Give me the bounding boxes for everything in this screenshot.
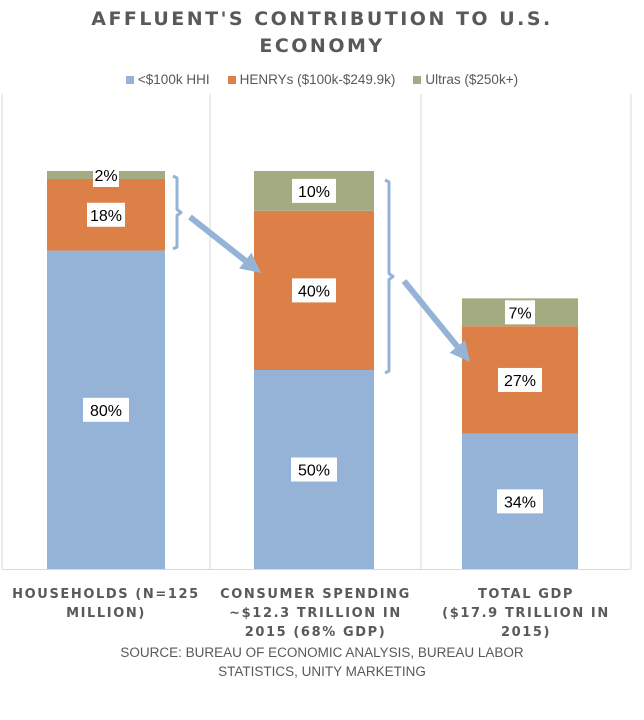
data-label: 80% xyxy=(90,403,122,420)
legend-swatch xyxy=(227,75,236,84)
legend-label: HENRYs ($100k-$249.9k) xyxy=(239,72,396,87)
data-label: 27% xyxy=(504,373,536,390)
data-label-box xyxy=(291,457,337,482)
data-label-box xyxy=(498,367,542,392)
arrow-spending-to-gdp-head xyxy=(449,340,470,362)
data-label: 18% xyxy=(90,208,122,225)
data-label-box xyxy=(292,278,336,303)
category-label-line: MILLION) xyxy=(66,606,146,621)
category-label-households: HOUSEHOLDS (N=125 MILLION) xyxy=(2,585,210,623)
data-label-box xyxy=(93,163,119,187)
chart-title: AFFLUENT'S CONTRIBUTION TO U.S. ECONOMY xyxy=(0,6,644,60)
category-label-line: CONSUMER SPENDING xyxy=(220,587,411,602)
data-label: 34% xyxy=(504,494,536,511)
category-label-line: 2015) xyxy=(500,625,552,640)
category-label-line: ~$12.3 TRILLION IN xyxy=(229,606,402,621)
data-label: 10% xyxy=(298,184,330,201)
arrow-spending-to-gdp-shaft xyxy=(401,279,460,349)
arrow-households-to-spending-head xyxy=(239,252,261,273)
legend-item-under-100k: <$100k HHI xyxy=(125,72,210,87)
source-line: STATISTICS, UNITY MARKETING xyxy=(218,664,426,679)
source-line: SOURCE: BUREAU OF ECONOMIC ANALYSIS, BUR… xyxy=(120,645,524,660)
category-label-line: HOUSEHOLDS (N=125 xyxy=(12,587,200,602)
bracket-consumer-spending xyxy=(384,178,395,375)
legend-swatch xyxy=(125,75,134,84)
source-note: SOURCE: BUREAU OF ECONOMIC ANALYSIS, BUR… xyxy=(0,643,644,681)
data-label-box xyxy=(87,202,125,227)
category-label-line: ($17.9 TRILLION IN xyxy=(442,606,610,621)
data-label: 2% xyxy=(94,168,117,185)
data-label: 50% xyxy=(298,463,330,480)
legend-item-ultras: Ultras ($250k+) xyxy=(413,72,518,87)
legend: <$100k HHI HENRYs ($100k-$249.9k) Ultras… xyxy=(0,72,644,87)
data-label-box xyxy=(292,178,336,203)
data-label: 7% xyxy=(508,305,531,322)
category-label-line: TOTAL GDP xyxy=(477,587,575,602)
legend-item-henrys: HENRYs ($100k-$249.9k) xyxy=(227,72,396,87)
data-label: 40% xyxy=(298,283,330,300)
legend-swatch xyxy=(413,75,422,84)
legend-label: <$100k HHI xyxy=(137,72,210,87)
data-label-box xyxy=(505,300,535,325)
legend-label: Ultras ($250k+) xyxy=(425,72,519,87)
category-label-consumer-spending: CONSUMER SPENDING ~$12.3 TRILLION IN 201… xyxy=(210,585,421,642)
arrow-households-to-spending-shaft xyxy=(188,214,248,263)
data-label-box xyxy=(83,397,129,422)
category-label-line: 2015 (68% GDP) xyxy=(244,625,387,640)
chart-title-line-2: ECONOMY xyxy=(259,35,385,57)
category-label-total-gdp: TOTAL GDP ($17.9 TRILLION IN 2015) xyxy=(421,585,631,642)
data-label-box xyxy=(497,489,543,514)
chart-title-line-1: AFFLUENT'S CONTRIBUTION TO U.S. xyxy=(91,8,553,30)
bracket-households xyxy=(172,174,183,251)
